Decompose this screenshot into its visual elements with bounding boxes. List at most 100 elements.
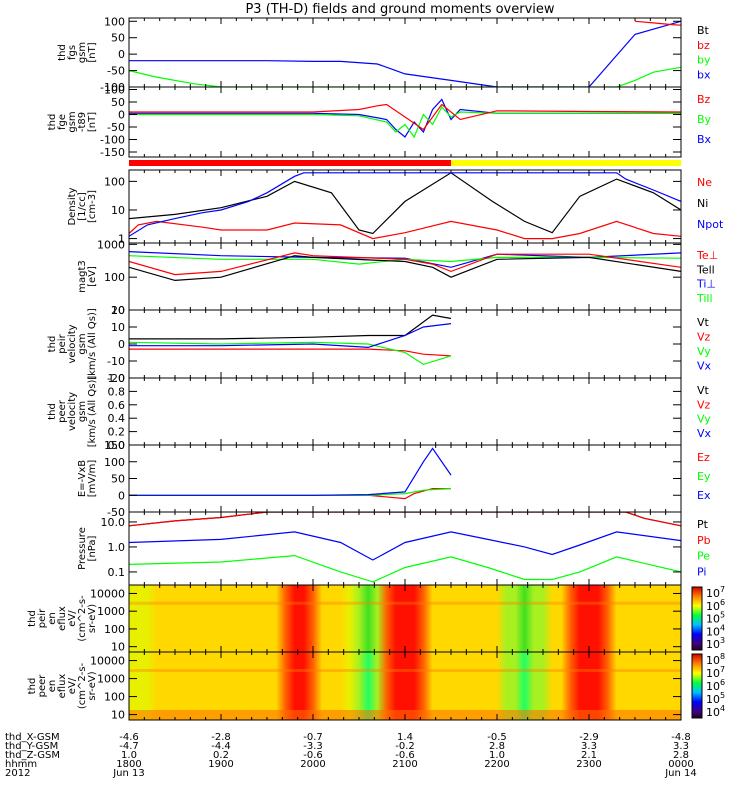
series-line-bx [129,20,681,87]
series-line-bz [634,20,681,26]
y-axis-label: [nT] [87,42,98,62]
y-tick-label: 0 [118,489,125,502]
colorbar-tick-label: 104 [706,704,725,719]
legend-entry: By [697,113,712,126]
x-axis-tick-value: 2.8 [673,750,689,761]
series-line-Pe [129,554,681,583]
y-tick-label: 10 [111,709,125,722]
spectrogram [129,585,681,652]
y-axis-label: [mV/m] [87,460,98,498]
legend-entry: Ni [697,197,708,210]
colorbar-tick-label: 107 [706,585,725,600]
x-axis-row-label: thd_Y-GSM [5,741,58,752]
y-axis-label: gsm [77,42,88,63]
legend-entry: bx [697,68,711,81]
y-axis-label: sr-eV) [87,604,98,633]
colorbar-tick-label: 108 [706,652,725,667]
y-tick-label: 10 [111,321,125,334]
legend-entry: Ez [697,451,710,464]
y-tick-label: 100 [104,271,125,284]
legend-entry: Vz [697,331,711,344]
y-axis-label: thd [27,610,38,627]
panel-frame [128,444,682,513]
legend-entry: Te⊥ [696,249,718,262]
series-line-Bz [129,103,681,131]
colorbar [691,653,703,719]
y-tick-label: 10000 [90,655,125,668]
series-line-Vx [129,323,452,349]
series-line-Te⊥ [129,252,681,276]
legend-entry: Ey [697,470,711,483]
y-tick-label: 0 [118,338,125,351]
y-axis-label: peir [37,608,48,628]
y-axis-label: (cm^2-s- [77,662,88,709]
y-axis-label: peer [37,674,48,698]
colorbar-tick-label: 105 [706,691,725,706]
series-line-Vy [129,341,452,366]
legend-entry: by [697,54,711,67]
legend-entry: Bz [697,93,711,106]
y-tick-label: 0.0 [108,439,126,452]
legend-entry: Pt [697,518,709,531]
x-axis-tick-value: -0.6 [303,750,323,761]
legend-entry: Vx [697,427,712,440]
series-line-Tell [129,255,681,282]
x-axis-tick-value: 3.3 [581,741,597,752]
colorbar-tick-label: 104 [706,623,725,638]
y-tick-label: 100 [104,84,125,97]
colorbar-tick-label: 105 [706,611,725,626]
y-axis-label: Density [67,187,78,225]
y-axis-label: eV/ [67,677,78,694]
legend-entry: Vt [697,316,710,329]
legend-entry: Pe [697,550,710,563]
spectrogram-band [129,601,681,605]
y-tick-label: 100 [104,175,125,188]
x-axis-tick-value: -0.7 [303,732,323,743]
x-axis-tick-value: 0000 [668,759,693,770]
y-tick-label: -50 [107,506,125,519]
colorbar-tick-label: 106 [706,678,725,693]
series-line-Pb [129,512,681,527]
y-tick-label: 0 [118,48,125,61]
y-axis-label: thd [57,44,68,61]
figure-title: P3 (TH-D) fields and ground moments over… [245,2,554,17]
x-axis-tick-value: 2100 [392,759,417,770]
y-axis-label: [km/s (All Qs)] [87,376,98,448]
x-axis-tick-value: -0.2 [395,741,415,752]
y-axis-label: peir [57,333,68,353]
x-axis-row-label: 2012 [5,768,30,779]
y-tick-label: -10 [107,355,125,368]
y-axis-label: peer [57,399,68,423]
x-axis-tick-value: -2.9 [579,732,599,743]
y-axis-label: [km/s (All Qs)] [87,308,98,380]
x-axis-tick-value: -3.3 [303,741,323,752]
x-axis-labels: thd_X-GSMthd_Y-GSMthd_Z-GSMhhmm2012-4.6-… [5,732,697,779]
y-tick-label: 1000 [97,238,125,251]
y-tick-label: -100 [100,81,125,94]
legend-entry: Vx [697,360,712,373]
y-tick-label: -150 [100,146,125,159]
colorbar [691,586,703,651]
y-tick-label: 10 [111,204,125,217]
x-axis-tick-value: -4.7 [119,741,139,752]
legend-entry: Ti⊥ [696,278,716,291]
y-tick-label: 0.6 [108,399,126,412]
x-axis-tick-value: -0.6 [395,750,415,761]
x-axis-row-label: hhmm [5,759,37,770]
series-line-by [129,66,681,87]
y-axis-label: [cm-3] [87,190,98,223]
y-tick-label: 50 [111,96,125,109]
y-axis-label: sr-eV) [87,671,98,700]
y-axis-label: en [47,612,58,625]
legend-entry: Tell [696,263,715,276]
y-axis-label: velocity [67,324,78,363]
x-axis-tick-value: 2200 [484,759,509,770]
y-axis-label: velocity [67,392,78,431]
y-tick-label: 10000 [90,587,125,600]
x-axis-tick-value: -4.6 [119,732,139,743]
legend-entry: Vy [697,345,711,358]
y-tick-label: 10 [111,641,125,654]
